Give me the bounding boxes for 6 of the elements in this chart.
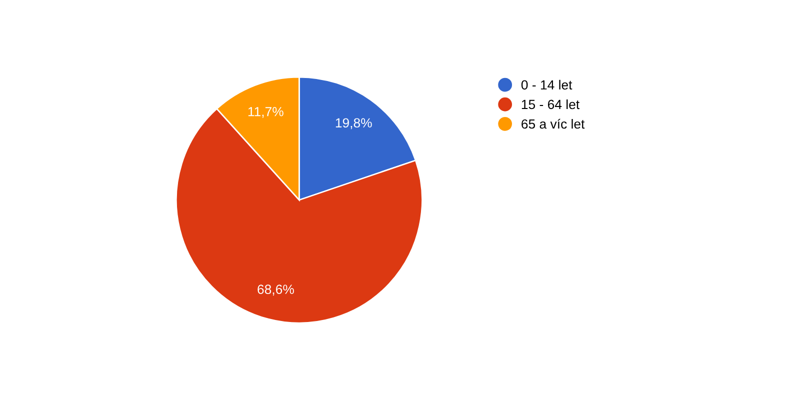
data-label: 68,6% bbox=[258, 284, 294, 296]
legend-label: 15 - 64 let bbox=[522, 99, 580, 110]
data-label: 11,7% bbox=[248, 107, 284, 118]
data-label: 19,8% bbox=[336, 118, 372, 130]
legend-label: 0 - 14 let bbox=[521, 80, 572, 90]
legend-label: 65 a víc let bbox=[522, 118, 585, 129]
